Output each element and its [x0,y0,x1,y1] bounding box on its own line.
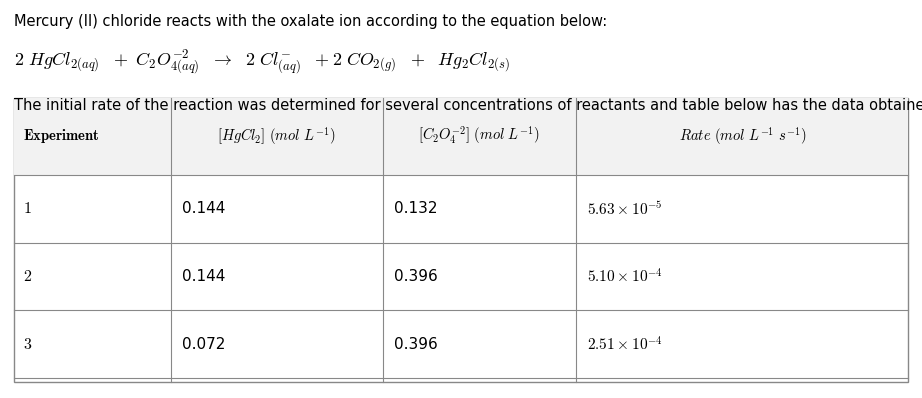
Text: $2.51 \times 10^{-4}$: $2.51 \times 10^{-4}$ [587,335,663,353]
Text: $5.63 \times 10^{-5}$: $5.63 \times 10^{-5}$ [587,200,663,218]
Text: The initial rate of the reaction was determined for several concentrations of re: The initial rate of the reaction was det… [14,98,922,113]
Text: $5.10 \times 10^{-4}$: $5.10 \times 10^{-4}$ [587,267,663,286]
Text: $\mathit{Rate}\ \mathit{(mol\ L^{-1}\ s^{-1})}$: $\mathit{Rate}\ \mathit{(mol\ L^{-1}\ s^… [679,125,806,147]
Bar [14,98,908,175]
Text: 0.396: 0.396 [394,337,437,352]
Text: $\mathbf{1}$: $\mathbf{1}$ [23,201,31,217]
Text: $\mathbf{2}$: $\mathbf{2}$ [23,269,32,284]
Text: 0.132: 0.132 [394,201,437,217]
Text: $\mathbf{3}$: $\mathbf{3}$ [23,337,32,352]
Bar [14,98,908,382]
Text: $[HgCl_2]\ \mathit{(mol\ L^{-1})}$: $[HgCl_2]\ \mathit{(mol\ L^{-1})}$ [218,125,336,147]
Text: $[C_2O_4^{-2}]\ \mathit{(mol\ L^{-1})}$: $[C_2O_4^{-2}]\ \mathit{(mol\ L^{-1})}$ [419,125,540,147]
Text: 0.144: 0.144 [182,269,225,284]
Text: Mercury (II) chloride reacts with the oxalate ion according to the equation belo: Mercury (II) chloride reacts with the ox… [14,14,607,29]
Text: $2\ HgCl_{2(aq)}\ \ +\ C_2O_{4(aq)}^{-2}\ \ \rightarrow\ \ 2\ Cl_{(aq)}^{-}\ \ +: $2\ HgCl_{2(aq)}\ \ +\ C_2O_{4(aq)}^{-2}… [14,47,510,76]
Text: 0.396: 0.396 [394,269,437,284]
Text: 0.144: 0.144 [182,201,225,217]
Text: 0.072: 0.072 [182,337,225,352]
Text: $\mathbf{Experiment}$: $\mathbf{Experiment}$ [23,127,100,145]
